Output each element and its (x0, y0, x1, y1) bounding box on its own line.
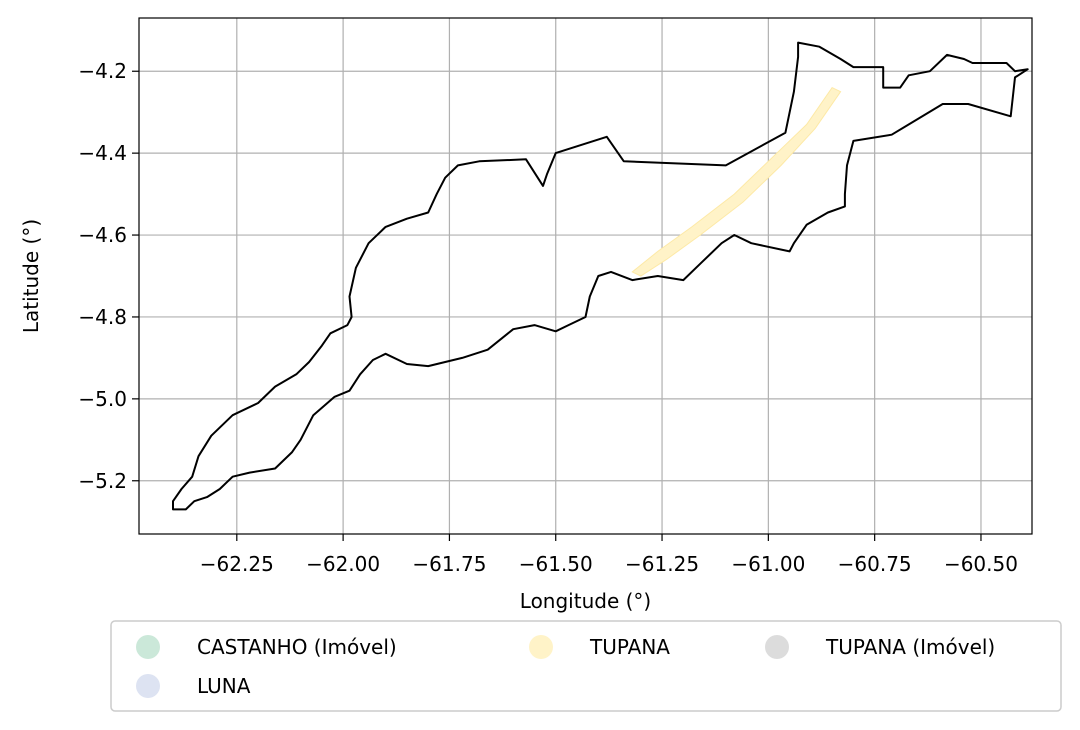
legend-box (110, 620, 1062, 712)
y-tick-label: −4.6 (78, 223, 127, 247)
x-tick-label: −60.75 (838, 552, 912, 576)
x-axis-label: Longitude (°) (520, 589, 651, 613)
grid (139, 18, 1032, 534)
legend-label: LUNA (197, 674, 251, 698)
plot-frame (138, 17, 1033, 535)
region-boundary (172, 41, 1029, 511)
x-tick-label: −60.50 (944, 552, 1018, 576)
legend-marker (765, 635, 789, 659)
legend: CASTANHO (Imóvel) TUPANA TUPANA (Imóvel) LU… (110, 620, 1062, 712)
legend-marker (136, 674, 160, 698)
x-tick-label: −62.25 (200, 552, 274, 576)
legend-label: TUPANA (Imóvel) (825, 635, 995, 659)
legend-label: TUPANA (589, 635, 670, 659)
legend-marker (529, 635, 553, 659)
x-tick-label: −61.00 (731, 552, 805, 576)
y-axis-label: Latitude (°) (19, 219, 43, 333)
y-tick-label: −5.0 (78, 387, 127, 411)
x-axis: −62.25 −62.00 −61.75 −61.50 −61.25 −61.00 −60.… (200, 534, 1018, 576)
x-tick-label: −61.25 (625, 552, 699, 576)
y-tick-label: −4.2 (78, 59, 127, 83)
y-tick-label: −4.8 (78, 305, 127, 329)
map-data (172, 41, 1029, 511)
tupana-region (631, 86, 842, 277)
x-tick-label: −62.00 (306, 552, 380, 576)
x-tick-label: −61.50 (519, 552, 593, 576)
x-tick-label: −61.75 (412, 552, 486, 576)
legend-label: CASTANHO (Imóvel) (197, 635, 397, 659)
y-tick-label: −5.2 (78, 469, 127, 493)
legend-marker (136, 635, 160, 659)
y-tick-label: −4.4 (78, 141, 127, 165)
y-axis: −4.2 −4.4 −4.6 −4.8 −5.0 −5.2 (78, 59, 139, 493)
